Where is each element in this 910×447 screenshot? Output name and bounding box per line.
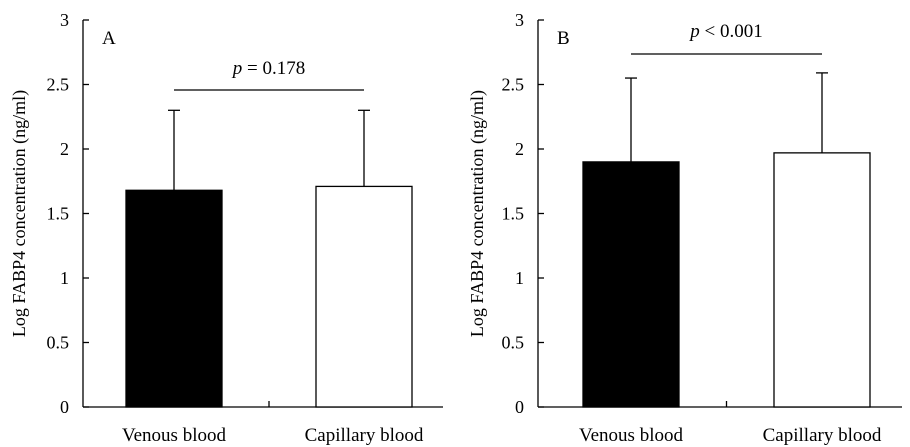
y-tick-label: 1.5 [502,204,525,224]
y-tick-label: 1.5 [47,204,70,224]
p-value-annotation: p = 0.178 [231,58,305,79]
y-axis-label: Log FABP4 concentration (ng/ml) [9,90,30,337]
y-tick-label: 3 [60,10,69,30]
bar-venous-blood [582,161,680,408]
y-tick-label: 2 [515,139,524,159]
bar-venous-blood [125,189,223,408]
y-tick-label: 1 [515,268,524,288]
chart-panel-b: 0 0.5 1 1.5 2 2.5 3 Log FABP4 concentration (ng… [467,10,902,446]
panel-label: A [102,28,116,49]
x-category-label: Venous blood [579,425,683,446]
y-tick-label: 3 [515,10,524,30]
x-category-label: Capillary blood [763,425,882,446]
p-value-text: = 0.178 [242,58,305,79]
x-category-label: Capillary blood [305,425,424,446]
panel-label: B [557,28,570,49]
bar-capillary-blood [315,185,413,408]
y-tick-label: 2 [60,139,69,159]
p-symbol: p [231,58,243,79]
chart-panel-a: 0 0.5 1 1.5 2 2.5 3 Log FABP4 concentration (ng… [9,10,443,446]
p-value-text: < 0.001 [700,21,763,42]
x-category-label: Venous blood [122,425,226,446]
y-tick-label: 1 [60,268,69,288]
y-tick-label: 0 [60,397,69,417]
bar-capillary-blood [773,152,871,408]
p-symbol: p [688,21,700,42]
y-tick-label: 0.5 [502,333,525,353]
y-axis-label: Log FABP4 concentration (ng/ml) [467,90,488,337]
y-tick-label: 0 [515,397,524,417]
y-tick-label: 2.5 [47,75,70,95]
y-tick-label: 0.5 [47,333,70,353]
p-value-annotation: p < 0.001 [688,21,762,42]
y-tick-label: 2.5 [502,75,525,95]
